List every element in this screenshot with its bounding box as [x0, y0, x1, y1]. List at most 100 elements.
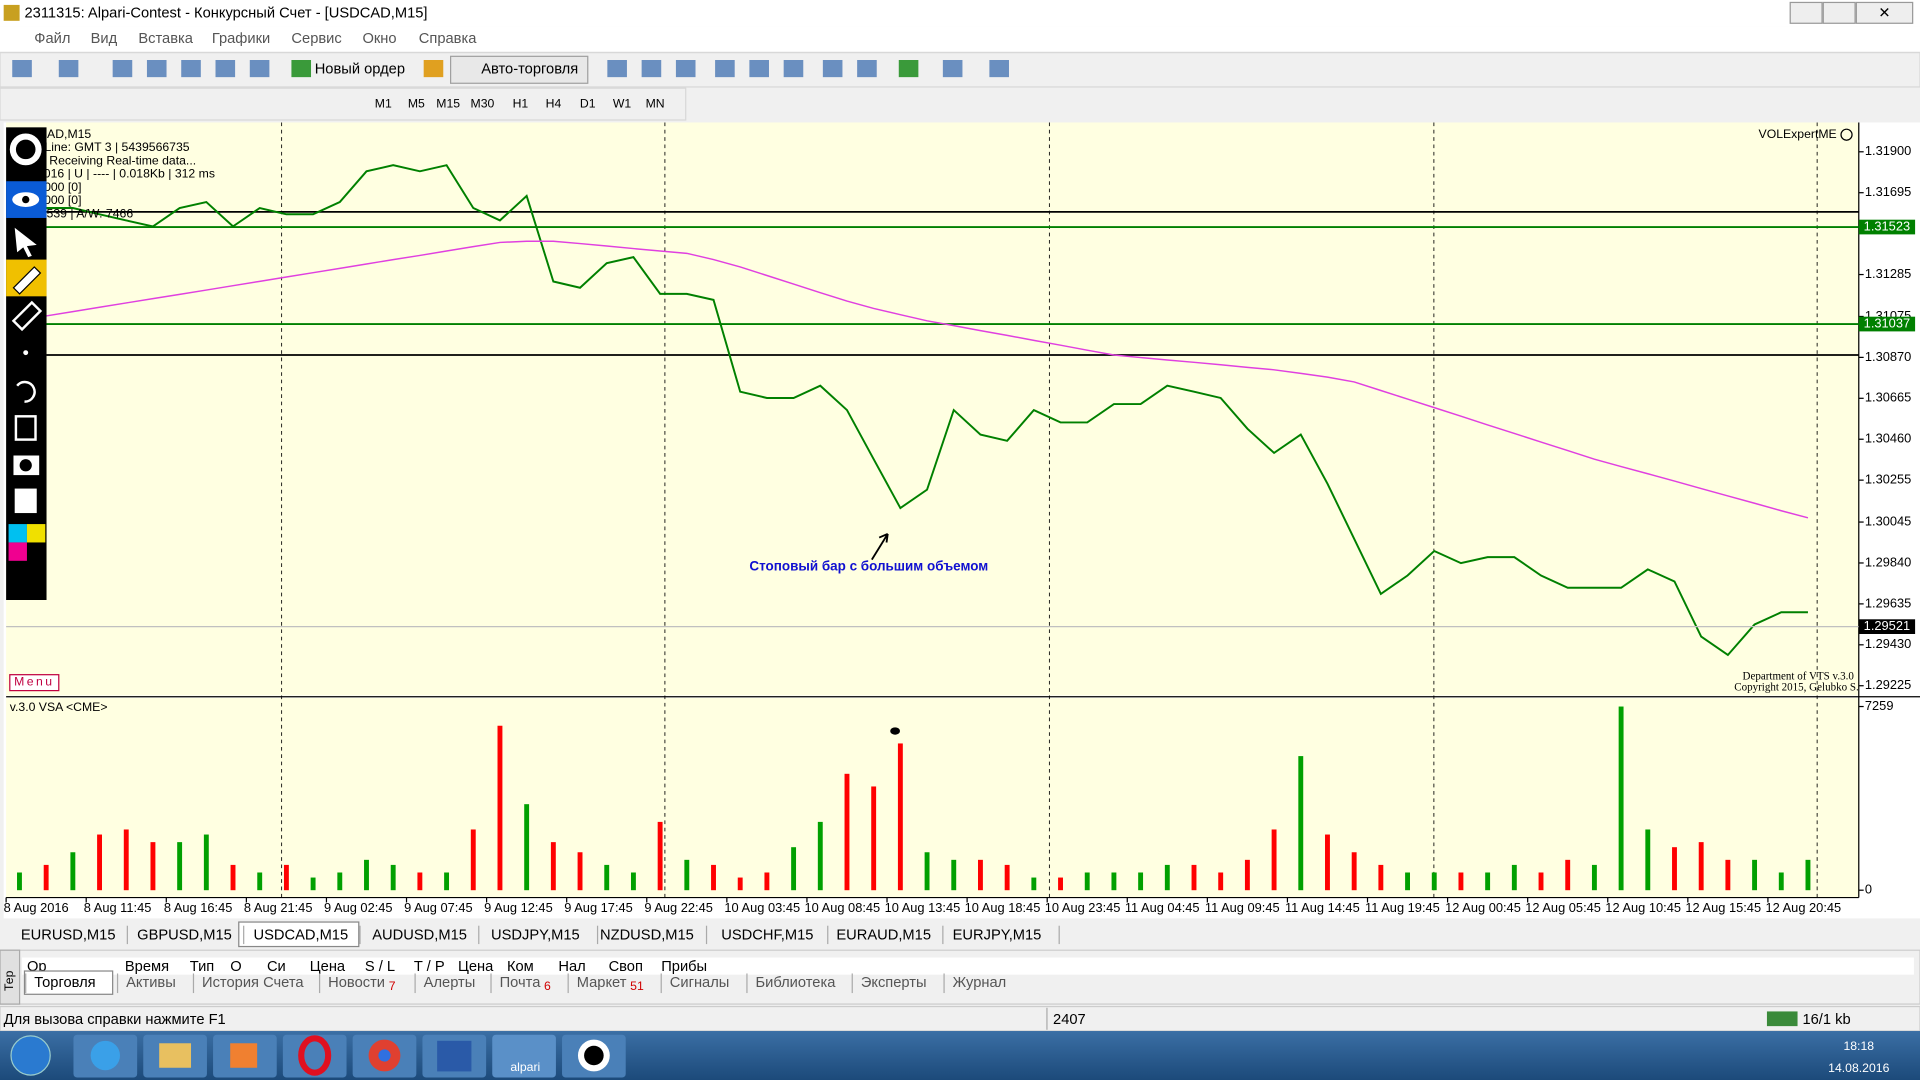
column-header[interactable]: T / P	[414, 959, 445, 975]
terminal-tab[interactable]: Торговля	[34, 975, 95, 991]
terminal-tab[interactable]: Журнал	[953, 975, 1007, 991]
y-tick-label: 1.30460	[1865, 431, 1911, 446]
timeframe-button[interactable]: M30	[471, 96, 495, 110]
column-header[interactable]: Цена	[458, 959, 494, 975]
symbol-tab[interactable]: AUDUSD,M15	[372, 927, 467, 943]
volume-bar	[1431, 872, 1437, 891]
column-header[interactable]: Тип	[190, 959, 214, 975]
volume-bar	[283, 864, 289, 891]
price-tag-label: 1.31037	[1864, 315, 1910, 330]
menu-item[interactable]: Файл	[34, 31, 70, 47]
volume-bar	[150, 842, 156, 891]
terminal-tab[interactable]: Маркет	[577, 975, 627, 991]
menu-item[interactable]: Вид	[91, 31, 118, 47]
new-order-button[interactable]: Новый ордер	[315, 62, 405, 78]
column-header[interactable]: Нал	[558, 959, 585, 975]
timeframe-button[interactable]: H4	[546, 96, 562, 110]
menu-item[interactable]: Графики	[212, 31, 270, 47]
volume-bar	[1778, 872, 1784, 891]
terminal-tab[interactable]: Библиотека	[756, 975, 837, 991]
volume-bar	[1111, 872, 1117, 891]
volume-bar	[1805, 859, 1811, 891]
start-button[interactable]	[10, 1035, 51, 1076]
volume-bar	[1565, 859, 1571, 891]
symbol-tab[interactable]: EURUSD,M15	[21, 927, 116, 943]
indicator-name: VOLExpertME	[1759, 127, 1837, 141]
column-header[interactable]: Си	[267, 959, 286, 975]
terminal-tab[interactable]: Сигналы	[670, 975, 730, 991]
volume-bar	[817, 821, 823, 891]
y-tick-label: 1.31285	[1865, 266, 1911, 281]
volume-bar	[97, 834, 102, 891]
timeframe-button[interactable]: D1	[580, 96, 596, 110]
terminal-tab[interactable]: Новости	[328, 975, 385, 991]
terminal-tab[interactable]: Почта	[500, 975, 542, 991]
price-tag-label: 1.29521	[1864, 618, 1910, 633]
column-header[interactable]: S / L	[365, 959, 395, 975]
clock-date: 14.08.2016	[1828, 1061, 1889, 1075]
column-header[interactable]: О	[230, 959, 241, 975]
timeframe-button[interactable]: MN	[646, 96, 665, 110]
volume-bar	[470, 829, 476, 891]
timeframe-button[interactable]: W1	[613, 96, 632, 110]
y-tick-label: 7259	[1865, 698, 1894, 713]
chart-info-line: e Line: GMT 3 | 5439566735	[34, 140, 190, 154]
close-button[interactable]	[1855, 1, 1914, 24]
terminal-tab[interactable]: История Счета	[202, 975, 304, 991]
x-tick-label: 11 Aug 19:45	[1365, 900, 1440, 915]
menu-item[interactable]: Вставка	[138, 31, 193, 47]
symbol-tab[interactable]: USDCAD,M15	[253, 927, 348, 943]
timeframe-button[interactable]: M15	[436, 96, 460, 110]
volume-bar	[1218, 872, 1224, 891]
column-header[interactable]: Своп	[609, 959, 643, 975]
timeframe-button[interactable]: M5	[408, 96, 425, 110]
x-tick-label: 12 Aug 20:45	[1765, 900, 1841, 915]
terminal-tab[interactable]: Эксперты	[861, 975, 927, 991]
taskbar-icons[interactable]	[73, 1034, 626, 1078]
symbol-tab[interactable]: NZDUSD,M15	[600, 927, 694, 943]
volume-bar	[844, 773, 850, 891]
maximize-button[interactable]	[1822, 1, 1856, 24]
column-header[interactable]: Прибы	[661, 959, 707, 975]
volume-bar	[1191, 864, 1197, 891]
indicator-copyright: Copyright 2015, Gelubko S.	[1734, 682, 1859, 694]
menu-bar	[0, 26, 1920, 52]
y-tick-label: 1.30665	[1865, 390, 1911, 405]
menu-item[interactable]: Окно	[362, 31, 396, 47]
x-tick-label: 9 Aug 17:45	[564, 900, 633, 915]
annotation-arrow	[871, 533, 889, 561]
column-header[interactable]: Время	[125, 959, 169, 975]
volume-bar	[1752, 859, 1758, 891]
terminal-tab[interactable]: Активы	[126, 975, 176, 991]
chart-info-line: 539 | A/W: 7466	[47, 206, 134, 220]
x-tick-label: 10 Aug 13:45	[885, 900, 961, 915]
symbol-tab[interactable]: USDCHF,M15	[721, 927, 813, 943]
symbol-tab[interactable]: GBPUSD,M15	[137, 927, 232, 943]
menu-item[interactable]: Справка	[419, 31, 477, 47]
minimize-button[interactable]	[1789, 1, 1823, 24]
volume-bar	[978, 859, 983, 891]
menu-button[interactable]	[9, 674, 60, 692]
column-header[interactable]: Ком	[507, 959, 534, 975]
timeframe-button[interactable]: H1	[513, 96, 529, 110]
column-header[interactable]: Цена	[310, 959, 346, 975]
symbol-tab[interactable]: EURAUD,M15	[836, 927, 931, 943]
timeframe-button[interactable]: M1	[375, 96, 392, 110]
volume-bar	[444, 872, 450, 891]
y-tick-label: 1.30255	[1865, 472, 1911, 487]
symbol-tab[interactable]: USDJPY,M15	[491, 927, 580, 943]
volume-bar	[924, 852, 930, 891]
volume-bar	[1325, 834, 1330, 891]
tab-count: 51	[630, 979, 644, 993]
auto-trading-button[interactable]	[449, 55, 589, 84]
terminal-tab[interactable]: Алерты	[424, 975, 476, 991]
annotation: Стоповый бар с большим объемом	[749, 559, 988, 574]
x-tick-label: 12 Aug 15:45	[1685, 900, 1761, 915]
indicator-icon	[1840, 128, 1853, 141]
symbol-tab[interactable]: EURJPY,M15	[953, 927, 1042, 943]
volume-bar	[1698, 842, 1704, 891]
menu-item[interactable]: Сервис	[291, 31, 341, 47]
title-bar	[0, 0, 1920, 27]
volume-bar	[17, 872, 22, 891]
